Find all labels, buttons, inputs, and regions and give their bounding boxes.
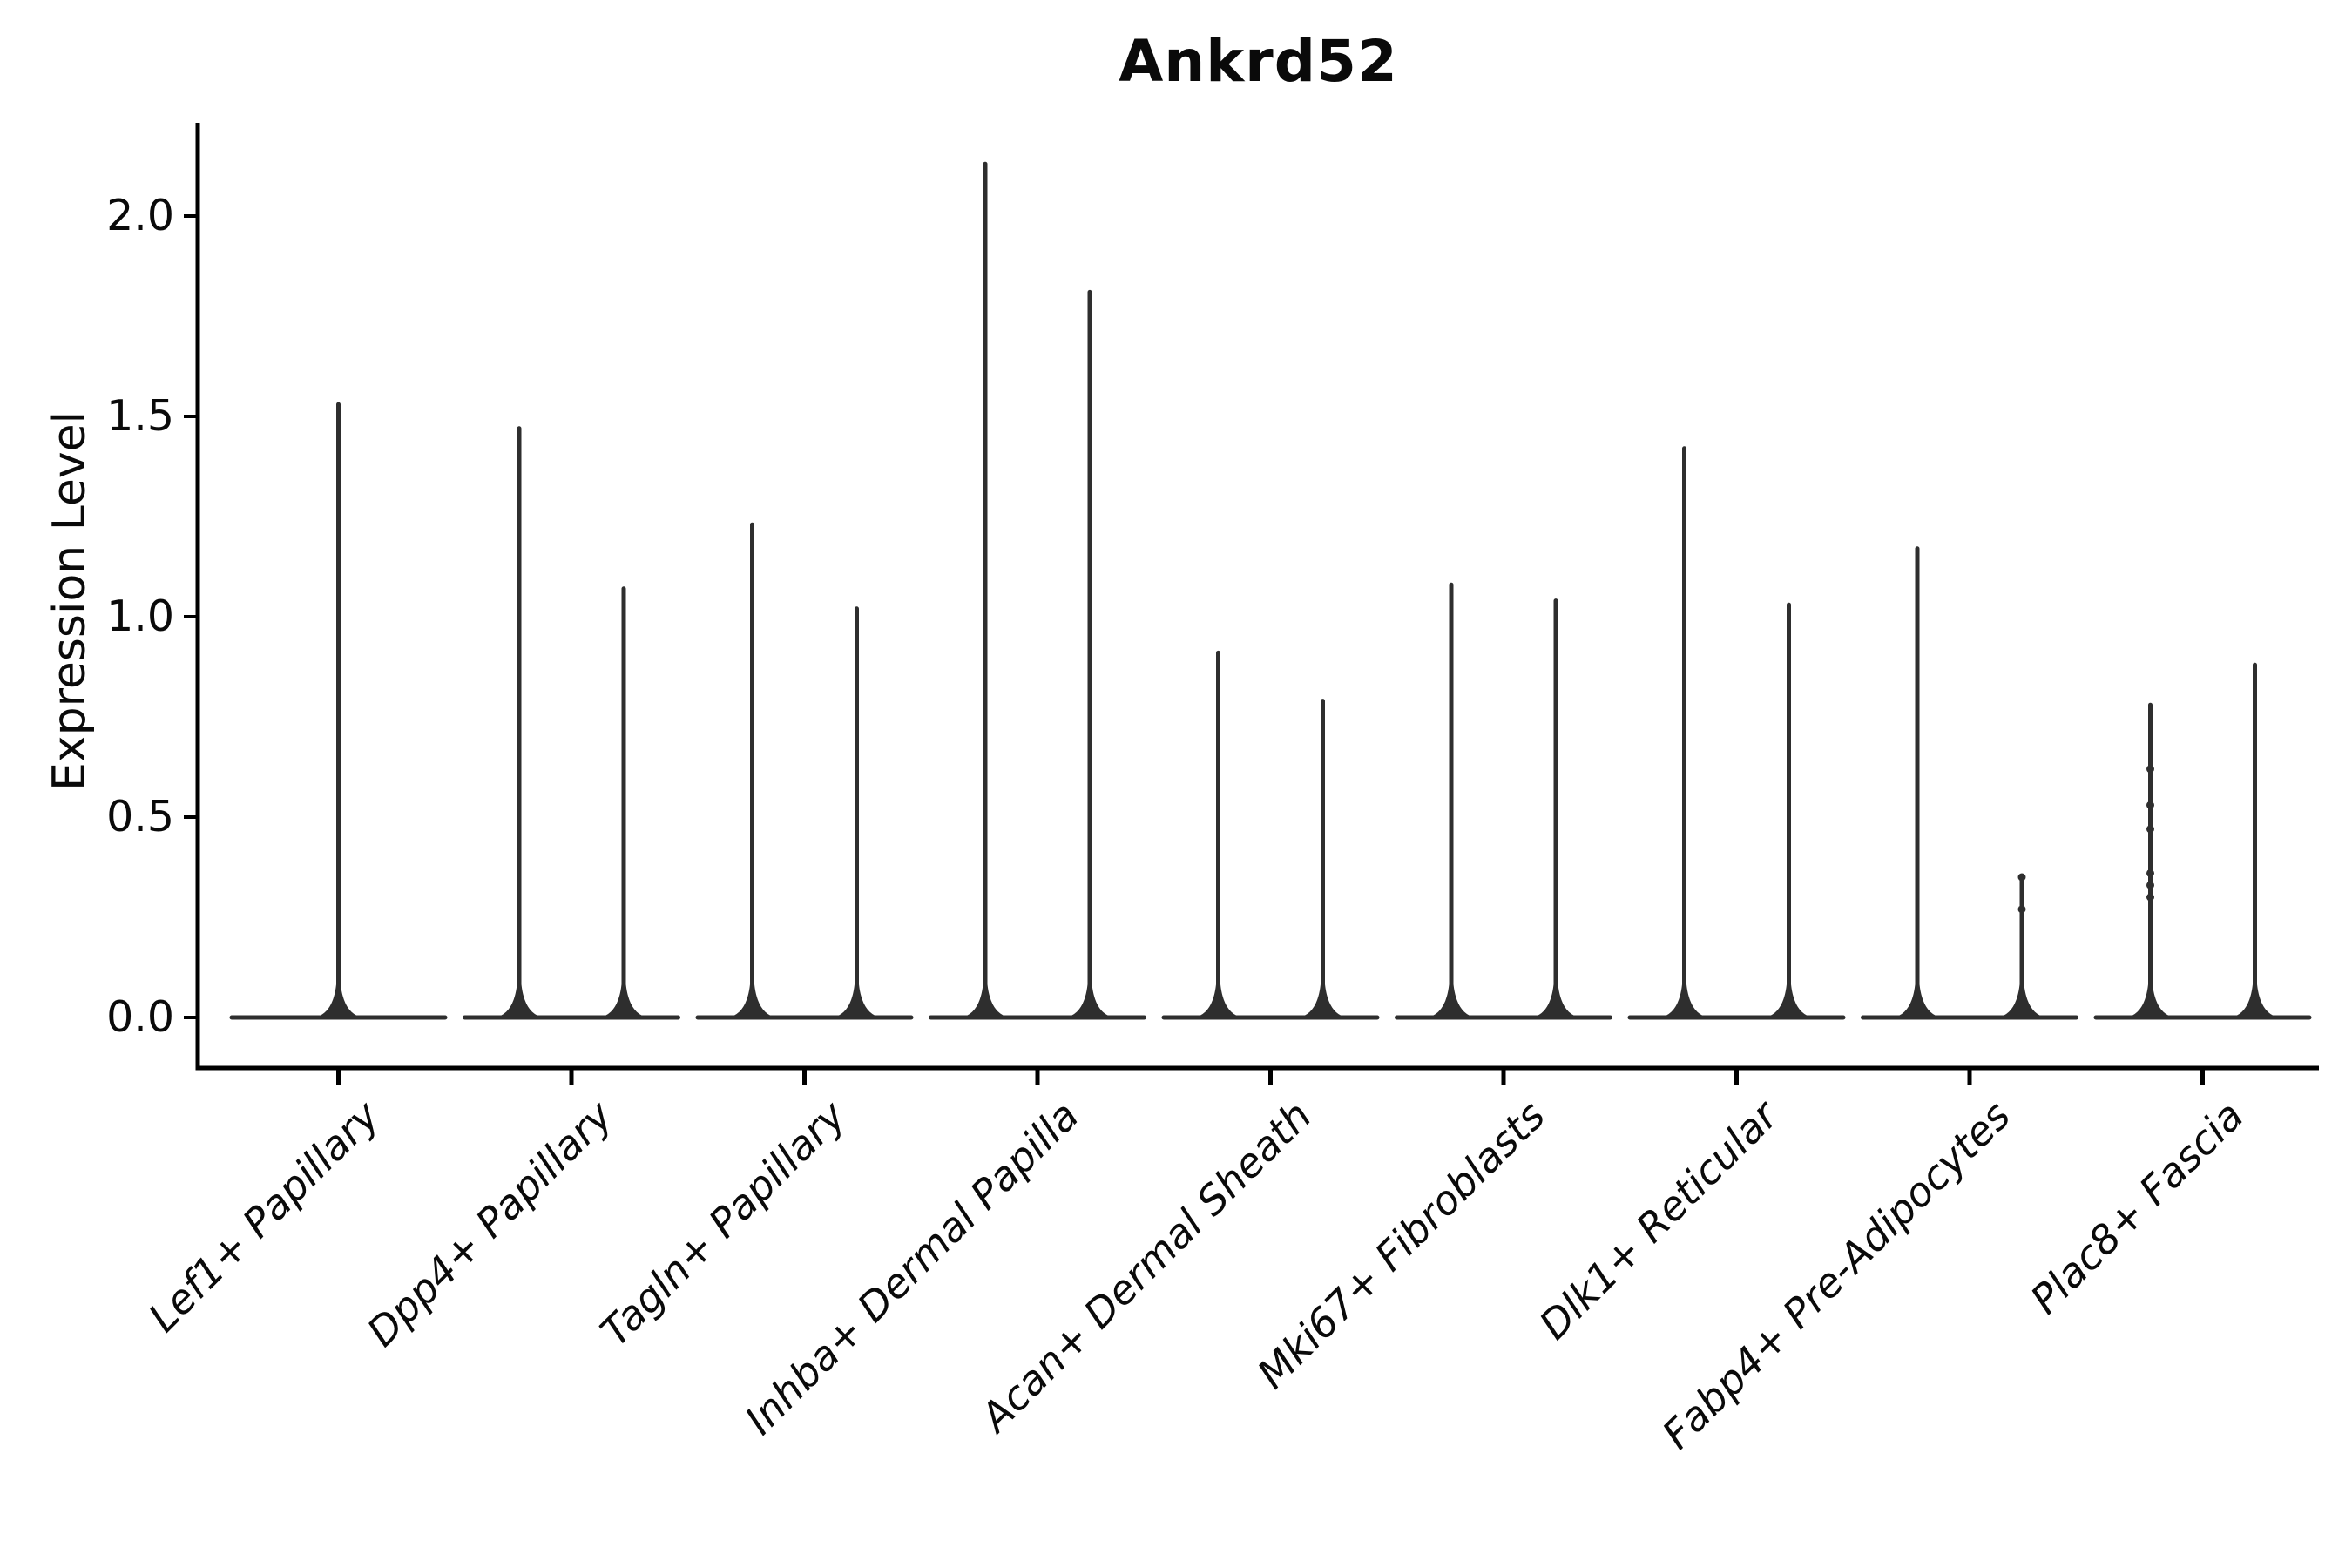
y-tick-label: 1.5 <box>106 391 174 441</box>
violin-base-flare <box>1069 984 1111 1017</box>
violin-base-flare <box>1301 984 1344 1017</box>
y-axis-label: Expression Level <box>44 410 96 792</box>
cell-point <box>2146 893 2154 902</box>
violin-base-flare <box>2001 984 2043 1017</box>
violin-base-flare <box>2234 984 2276 1017</box>
violin-base-flare <box>603 984 645 1017</box>
y-tick-label: 0.0 <box>106 992 174 1042</box>
y-tick-label: 0.5 <box>106 792 174 841</box>
cell-point <box>2146 825 2154 834</box>
cell-point <box>2146 801 2154 809</box>
violin-base-flare <box>498 984 540 1017</box>
cell-point <box>2017 905 2026 914</box>
y-tick-label: 1.0 <box>106 591 174 641</box>
violin-base-flare <box>1767 984 1810 1017</box>
cell-point <box>2146 881 2154 889</box>
cell-point <box>2017 873 2026 882</box>
violin-base-flare <box>2129 984 2172 1017</box>
y-tick-label: 2.0 <box>106 191 174 240</box>
violin-base-flare <box>1430 984 1472 1017</box>
violin-base-flare <box>1663 984 1706 1017</box>
violin-base-flare <box>1896 984 1938 1017</box>
cell-point <box>2146 765 2154 774</box>
violin-base-flare <box>835 984 878 1017</box>
chart-title: Ankrd52 <box>1119 28 1398 95</box>
violin-base-flare <box>1535 984 1577 1017</box>
violin-base-flare <box>964 984 1006 1017</box>
cell-point <box>2146 868 2154 877</box>
violin-base-flare <box>731 984 774 1017</box>
violin-base-flare <box>1197 984 1240 1017</box>
violin-base-flare <box>317 984 360 1017</box>
